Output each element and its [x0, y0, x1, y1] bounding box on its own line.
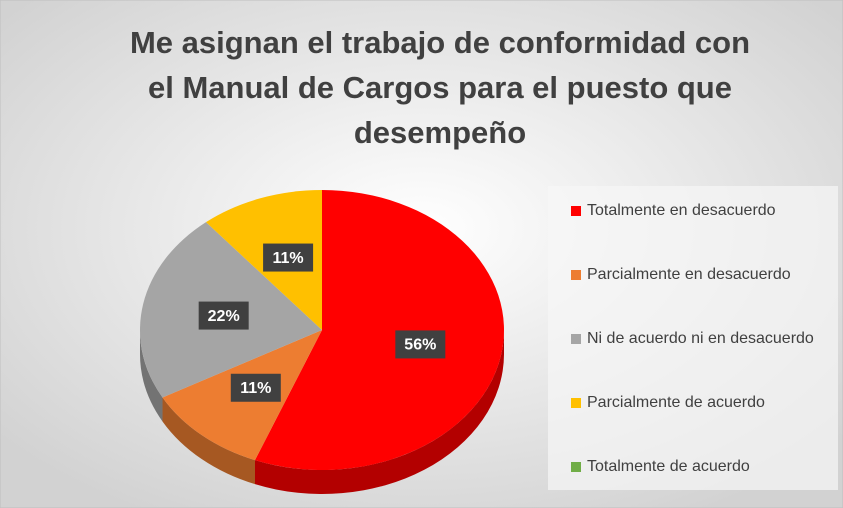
- legend-swatch: [571, 270, 581, 280]
- chart-title: Me asignan el trabajo de conformidad con…: [130, 25, 750, 150]
- pie-side: [140, 330, 163, 422]
- legend-box: [548, 186, 838, 490]
- data-label: 56%: [404, 337, 436, 354]
- data-label: 22%: [208, 308, 240, 325]
- data-label: 11%: [240, 380, 271, 397]
- legend-swatch: [571, 206, 581, 216]
- legend-label: Ni de acuerdo ni en desacuerdo: [587, 330, 814, 347]
- legend-label: Parcialmente de acuerdo: [587, 394, 765, 411]
- pie-side: [255, 330, 504, 494]
- pie-slice: [255, 190, 504, 470]
- data-label: 11%: [273, 250, 304, 267]
- legend-label: Totalmente de acuerdo: [587, 458, 750, 475]
- data-label-box: [230, 373, 281, 402]
- data-label-box: [198, 301, 249, 330]
- data-label-box: [263, 243, 314, 272]
- pie-side: [162, 397, 256, 485]
- legend-swatch: [571, 334, 581, 344]
- legend-label: Parcialmente en desacuerdo: [587, 266, 791, 283]
- legend-label: Totalmente en desacuerdo: [587, 202, 776, 219]
- legend-swatch: [571, 462, 581, 472]
- data-label-box: [395, 330, 446, 359]
- legend-swatch: [571, 398, 581, 408]
